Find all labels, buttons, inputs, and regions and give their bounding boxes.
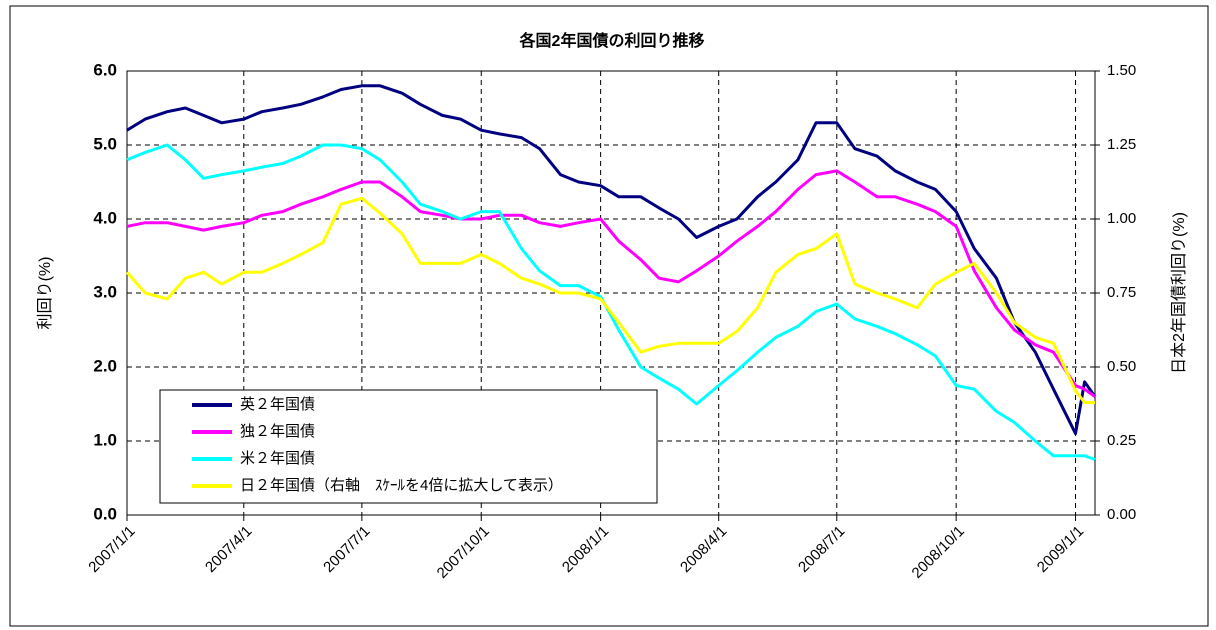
legend-label: 独２年国債: [240, 423, 315, 440]
y2-tick-label: 0.75: [1107, 284, 1136, 301]
y2-tick-label: 1.50: [1107, 62, 1136, 79]
chart-title: 各国2年国債の利回り推移: [519, 31, 705, 50]
y-tick-label: 5.0: [93, 134, 117, 153]
legend-box: [159, 389, 658, 504]
series-line: [126, 84, 1097, 436]
legend-label: 日２年国債（右軸 ｽｹｰﾙを4倍に拡大して表示）: [240, 477, 563, 494]
y2-axis-label: 日本2年国債利回り(%): [1170, 212, 1188, 374]
legend-label: 英２年国債: [240, 395, 315, 413]
y-tick-label: 3.0: [93, 282, 117, 301]
y2-tick-label: 0.00: [1107, 506, 1136, 523]
legend-label: 米２年国債: [240, 450, 315, 467]
y2-tick-label: 0.25: [1107, 432, 1136, 449]
chart-border: [9, 5, 1209, 627]
y-axis-label: 利回り(%): [36, 257, 54, 330]
y-tick-label: 1.0: [93, 430, 117, 449]
series-line: [126, 169, 1096, 398]
y2-tick-label: 1.00: [1107, 210, 1136, 227]
y-tick-label: 4.0: [93, 208, 117, 227]
y2-tick-label: 1.25: [1107, 136, 1136, 153]
y2-tick-label: 0.50: [1107, 358, 1136, 375]
y-tick-label: 0.0: [93, 504, 117, 523]
y-tick-label: 2.0: [93, 356, 117, 375]
series-line: [125, 196, 1095, 404]
plot-area: [126, 70, 1096, 516]
y-tick-label: 6.0: [93, 60, 117, 79]
series-line: [126, 143, 1096, 461]
